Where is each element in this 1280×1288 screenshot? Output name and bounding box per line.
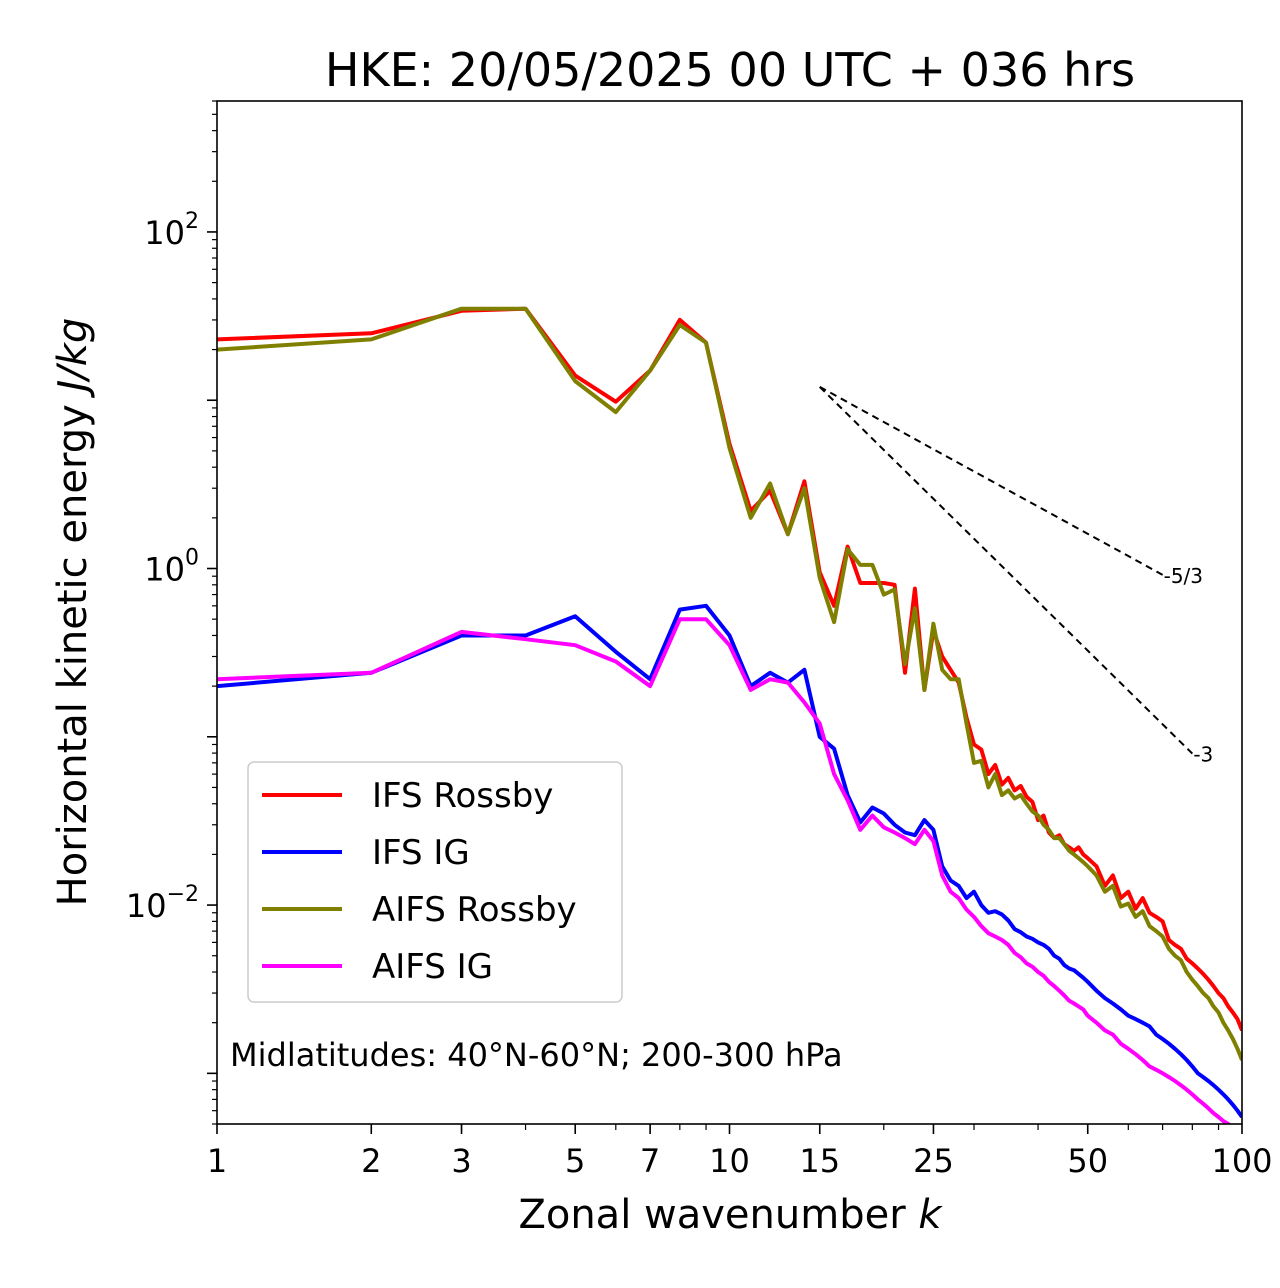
y-tick-base: 10 [144, 214, 185, 252]
x-axis-label-symbol: k [918, 1192, 943, 1238]
reference-lines: -5/3 -3 [819, 386, 1213, 767]
y-axis-label-unit: J/kg [50, 318, 96, 399]
y-tick-base: 10 [126, 887, 167, 925]
legend-label-ifs-ig: IFS IG [372, 833, 470, 873]
x-axis-label-text: Zonal wavenumber [518, 1192, 918, 1238]
slope-line--5-3 [819, 386, 1164, 576]
x-tick-label: 25 [913, 1142, 954, 1180]
slope-line--3 [819, 386, 1194, 755]
y-tick-label: 102 [144, 209, 199, 252]
series-layer [217, 306, 1242, 1124]
slope-label--3: -3 [1193, 743, 1213, 767]
y-tick-exponent: 0 [185, 546, 199, 571]
legend-label-ifs-rossby: IFS Rossby [372, 776, 553, 816]
legend-label-aifs-rossby: AIFS Rossby [372, 890, 577, 930]
legend-label-aifs-ig: AIFS IG [372, 947, 493, 987]
y-tick-label: 10−2 [126, 882, 199, 925]
y-tick-base: 10 [144, 551, 185, 589]
legend: IFS Rossby IFS IG AIFS Rossby AIFS IG [247, 761, 623, 1003]
series-line-ifs-ig [217, 603, 1242, 1119]
y-tick-exponent: 2 [185, 209, 199, 234]
chart-title: HKE: 20/05/2025 00 UTC + 036 hrs [325, 43, 1135, 97]
series-line-aifs-ig [217, 617, 1232, 1124]
y-axis-label: Horizontal kinetic energy J/kg [50, 318, 96, 907]
y-axis-label-text: Horizontal kinetic energy [50, 392, 96, 907]
y-tick-label: 100 [144, 546, 199, 589]
x-tick-label: 15 [799, 1142, 840, 1180]
x-axis-label: Zonal wavenumber k [518, 1192, 943, 1238]
x-tick-label: 50 [1067, 1142, 1108, 1180]
x-tick-label: 1 [207, 1142, 227, 1180]
y-tick-exponent: −2 [167, 882, 199, 907]
x-tick-label: 2 [361, 1142, 381, 1180]
x-tick-label: 3 [451, 1142, 471, 1180]
series-line-aifs-rossby [217, 306, 1242, 1061]
x-tick-label: 100 [1211, 1142, 1272, 1180]
slope-label--5-3: -5/3 [1164, 564, 1203, 588]
x-tick-label: 7 [640, 1142, 660, 1180]
legend-box [247, 761, 623, 1003]
region-annotation: Midlatitudes: 40°N-60°N; 200-300 hPa [230, 1036, 843, 1074]
x-tick-label: 5 [565, 1142, 585, 1180]
x-tick-label: 10 [709, 1142, 750, 1180]
x-axis-ticks: 1 2 3 5 7 10 15 25 50 100 [207, 1124, 1273, 1180]
